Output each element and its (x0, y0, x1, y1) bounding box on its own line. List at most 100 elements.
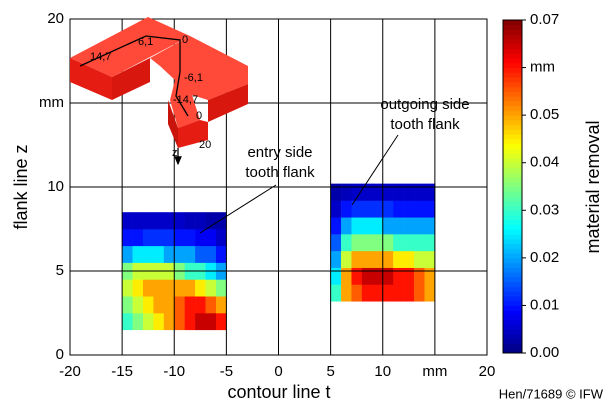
heat-cell (195, 229, 206, 246)
colorbar-swatch (503, 263, 522, 268)
heat-cell (153, 296, 164, 313)
colorbar-tick-label: 0.04 (530, 154, 559, 171)
heat-cell (195, 296, 206, 313)
heat-cell (351, 251, 362, 268)
x-axis-title: contour line t (227, 382, 330, 402)
heat-cell (195, 313, 206, 330)
colorbar-tick-label: mm (530, 59, 555, 76)
heat-cell (216, 279, 227, 296)
heat-cell (195, 212, 206, 229)
colorbar-swatch (503, 329, 522, 334)
colorbar-swatch (503, 234, 522, 239)
annotation: outgoing side (380, 96, 469, 113)
heat-cell (424, 251, 435, 268)
colorbar-swatch (503, 172, 522, 177)
heat-cell (362, 268, 373, 285)
annotation: tooth flank (390, 116, 460, 133)
colorbar-swatch (503, 82, 522, 87)
colorbar-swatch (503, 291, 522, 296)
heat-cell (414, 217, 425, 234)
y-tick-label: 20 (47, 10, 64, 27)
heat-cell (393, 200, 404, 217)
heat-cell (424, 200, 435, 217)
heat-cell (404, 251, 415, 268)
x-tick-label: 5 (326, 363, 334, 380)
colorbar-tick-label: 0.01 (530, 296, 559, 313)
heat-cell (404, 217, 415, 234)
y-axis-title: flank line z (11, 144, 31, 229)
heat-cell (414, 251, 425, 268)
colorbar-swatch (503, 310, 522, 315)
colorbar-swatch (503, 68, 522, 73)
heat-cell (174, 279, 185, 296)
colorbar-swatch (503, 196, 522, 201)
heat-cell (122, 313, 133, 330)
heat-cell (424, 268, 435, 285)
heat-cell (404, 184, 415, 201)
heat-cell (414, 268, 425, 285)
x-tick-label: 0 (274, 363, 282, 380)
heat-cell (362, 284, 373, 301)
colorbar-swatch (503, 72, 522, 77)
heat-cell (341, 268, 352, 285)
colorbar-swatch (503, 339, 522, 344)
heat-cell (372, 284, 383, 301)
heat-cell (164, 296, 175, 313)
x-tick-label: -20 (59, 363, 81, 380)
colorbar-swatch (503, 134, 522, 139)
heat-cell (372, 268, 383, 285)
colorbar-swatch (503, 120, 522, 125)
inset-label: z (172, 147, 178, 159)
heat-cell (174, 229, 185, 246)
heat-cell (383, 200, 394, 217)
heat-cell (331, 251, 342, 268)
heat-cell (122, 229, 133, 246)
colorbar-swatch (503, 44, 522, 49)
heat-cell (195, 246, 206, 263)
heat-cell (143, 296, 154, 313)
heat-cell (164, 279, 175, 296)
colorbar-swatch (503, 20, 522, 25)
colorbar-swatch (503, 87, 522, 92)
heat-cell (185, 229, 196, 246)
colorbar-swatch (503, 201, 522, 206)
heat-cell (206, 279, 217, 296)
colorbar-swatch (503, 77, 522, 82)
heat-cell (122, 212, 133, 229)
colorbar-swatch (503, 286, 522, 291)
heat-cell (372, 234, 383, 251)
y-tick-label: mm (39, 94, 64, 111)
y-tick-label: 5 (56, 262, 64, 279)
heat-cell (164, 212, 175, 229)
colorbar-swatch (503, 58, 522, 63)
heat-cell (331, 234, 342, 251)
heat-cell (414, 284, 425, 301)
colorbar-swatch (503, 153, 522, 158)
colorbar-swatch (503, 163, 522, 168)
annotation: entry side (247, 144, 312, 161)
heat-cell (122, 296, 133, 313)
heat-cell (216, 313, 227, 330)
colorbar-swatch (503, 101, 522, 106)
colorbar-swatch (503, 129, 522, 134)
colorbar-swatch (503, 320, 522, 325)
heat-cell (424, 184, 435, 201)
colorbar-tick-label: 0.03 (530, 201, 559, 218)
colorbar-swatch (503, 324, 522, 329)
colorbar-title: material removal (583, 120, 603, 253)
colorbar-swatch (503, 144, 522, 149)
colorbar-swatch (503, 220, 522, 225)
heat-cell (341, 217, 352, 234)
heat-cell (383, 217, 394, 234)
heat-cell (331, 284, 342, 301)
heat-cell (133, 279, 144, 296)
colorbar-swatch (503, 305, 522, 310)
y-tick-label: 0 (56, 346, 64, 363)
heat-cell (153, 229, 164, 246)
heat-cell (362, 234, 373, 251)
heat-cell (404, 234, 415, 251)
heat-cell (393, 217, 404, 234)
heat-cell (174, 212, 185, 229)
colorbar-swatch (503, 191, 522, 196)
colorbar-swatch (503, 91, 522, 96)
